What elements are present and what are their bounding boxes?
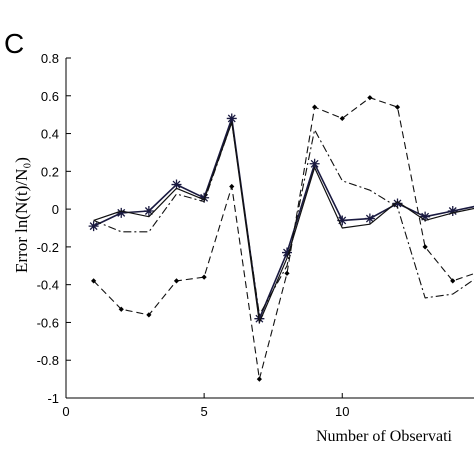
series-3-point-10 xyxy=(367,95,373,101)
series-3-point-8 xyxy=(312,104,318,110)
axes xyxy=(65,58,474,399)
series-0-point-10 xyxy=(364,213,375,224)
series-0-point-7 xyxy=(282,247,292,258)
series-3-point-4 xyxy=(201,274,207,280)
y-tick-label-6: 0.2 xyxy=(41,164,59,179)
ticks: -1 -0.8 -0.6 -0.4 -0.2 0 0.2 0.4 0.6 0.8 0 5 10 xyxy=(37,51,350,419)
series-3-point-1 xyxy=(118,306,124,312)
series-3-point-3 xyxy=(173,278,180,284)
x-tick-label-2: 10 xyxy=(335,404,349,419)
series-3-point-6 xyxy=(256,376,262,382)
y-tick-label-3: -0.4 xyxy=(37,278,59,293)
series xyxy=(88,95,474,382)
x-axis-label: Number of Observati xyxy=(316,428,452,445)
y-tick-label-4: -0.2 xyxy=(37,240,59,255)
series-2-line xyxy=(93,121,474,316)
panel-label: C xyxy=(4,28,25,59)
series-3-point-2 xyxy=(146,312,152,318)
y-axis-label: Error ln(N(t)/N₀) xyxy=(12,157,31,273)
y-tick-label-7: 0.4 xyxy=(41,127,59,142)
series-3-point-5 xyxy=(229,183,235,190)
series-0-point-5 xyxy=(226,113,237,124)
y-tick-label-9: 0.8 xyxy=(41,51,59,66)
x-tick-label-1: 5 xyxy=(201,404,208,419)
y-tick-label-5: 0 xyxy=(52,202,59,217)
series-1 xyxy=(93,121,474,323)
series-0-point-12 xyxy=(420,211,431,222)
series-1-line xyxy=(93,121,474,323)
y-tick-label-2: -0.6 xyxy=(37,315,59,330)
x-tick-label-0: 0 xyxy=(62,404,69,419)
series-0-point-11 xyxy=(392,198,403,209)
series-0-point-0 xyxy=(88,221,99,232)
series-3-point-13 xyxy=(450,278,456,284)
series-0-point-13 xyxy=(447,206,458,216)
series-3-line xyxy=(93,97,474,380)
series-0-point-4 xyxy=(199,192,210,203)
series-3-point-12 xyxy=(422,244,428,250)
series-3-point-11 xyxy=(394,104,401,110)
series-0-point-1 xyxy=(116,207,127,218)
series-0 xyxy=(88,113,474,324)
y-tick-label-8: 0.6 xyxy=(41,89,59,104)
series-3 xyxy=(91,95,474,382)
series-3-point-9 xyxy=(339,115,345,122)
series-0-point-2 xyxy=(143,206,154,216)
series-0-line xyxy=(93,117,474,320)
y-tick-label-0: -1 xyxy=(47,391,59,406)
series-3-point-0 xyxy=(91,278,97,284)
series-0-point-8 xyxy=(309,158,320,169)
series-0-point-3 xyxy=(171,179,182,190)
series-0-point-9 xyxy=(337,215,348,226)
y-tick-label-1: -0.8 xyxy=(37,353,59,368)
series-3-point-7 xyxy=(284,270,290,276)
series-2 xyxy=(93,121,474,316)
